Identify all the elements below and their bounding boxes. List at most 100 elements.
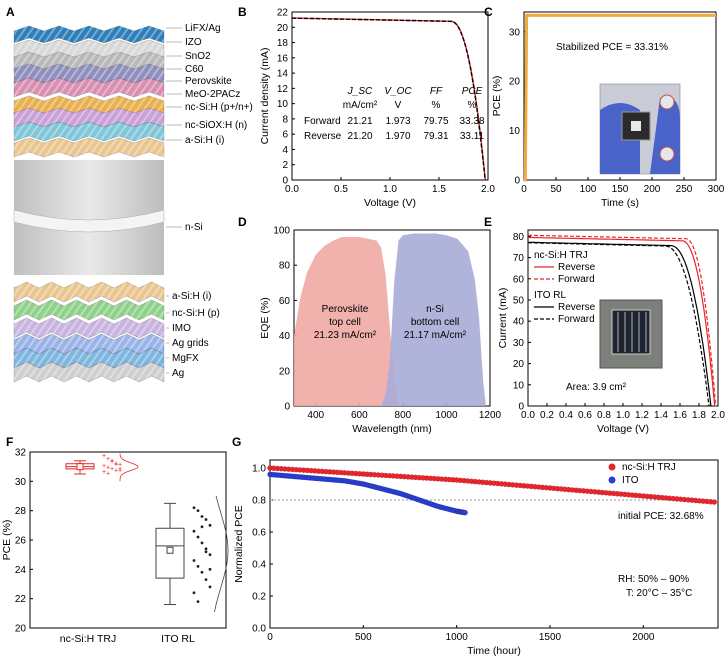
x-tick-label: 50 [550,184,562,195]
x-tick-label: 100 [580,184,597,195]
panel-b-jv-curve: B 0.0 0.5 1.0 1.5 2.0 0 2 4 6 8 10 12 14 16 18 20 22 Volt… [238,5,495,209]
layer-label: nc-SiOX:H (n) [185,120,247,131]
panel-c-label: C [484,5,493,19]
data-marker [711,499,718,505]
x-tick-label: 0.5 [334,184,348,195]
y-tick-label: 22 [277,8,289,19]
layer-label: nc-Si:H (p) [172,308,220,319]
device-layer-texture [14,282,164,302]
y-tick-label: 20 [15,624,27,635]
x-tick-label: 0 [521,184,527,195]
series-nc-si [267,465,718,505]
data-point [200,515,204,518]
logo-stamp [659,146,675,162]
x-tick-label: 1.6 [673,410,687,421]
n-si-wafer-highlight [13,209,165,233]
y-tick-label: 0.8 [252,496,266,507]
y-tick-label: 10 [509,126,521,137]
table-header: PCE [462,86,483,97]
x-tick-label: 1.2 [635,410,649,421]
layer-label: C60 [185,64,204,75]
x-tick-label: 1.8 [692,410,706,421]
data-point [204,547,208,551]
stabilized-pce-text: Stabilized PCE = 33.31% [556,42,668,53]
table-value: 79.31 [423,131,448,142]
y-tick-label: 50 [513,295,525,306]
table-value: 1.970 [385,131,410,142]
data-point: + [118,468,122,475]
layer-label: Ag [172,368,184,379]
data-point [200,570,204,574]
device-layer-texture [14,52,164,71]
area-text: Area: 3.9 cm² [566,382,627,393]
y-tick-label: 0.4 [252,560,266,571]
x-category-label: ITO RL [161,633,195,645]
data-point [204,518,208,521]
table-unit: mA/cm² [343,100,378,111]
y-tick-label: 20 [279,366,291,377]
y-tick-label: 40 [513,317,525,328]
y-tick-label: 16 [277,53,289,64]
large-cell-photo-inset [599,299,663,369]
layer-label: SnO2 [185,51,211,62]
panel-e-large-area-jv: E Area: 3.9 cm² 0.0 0.2 0.4 0.6 0.8 1.0 1.2 1.4… [484,215,725,435]
device-layer-texture [14,78,164,97]
x-axis-label: Wavelength (nm) [352,423,432,435]
x-tick-label: 1.0 [383,184,397,195]
rh-text: RH: 50% – 90% [618,574,689,585]
legend-label: Forward [558,274,595,285]
device-layer-texture [14,26,164,43]
x-tick-label: 200 [644,184,661,195]
y-tick-label: 8 [282,114,288,125]
x-tick-label: 300 [708,184,725,195]
y-tick-label: 0.2 [252,592,266,603]
y-axis-label: Normalized PCE [233,505,245,583]
table-unit: % [432,100,441,111]
y-tick-label: 0.0 [252,624,266,635]
data-point: + [102,453,106,460]
x-tick-label: 0.4 [559,410,573,421]
eqe-area-perovskite [294,237,399,406]
box-mean [76,463,84,471]
initial-pce-text: initial PCE: 32.68% [618,511,704,522]
data-point: + [118,462,122,469]
y-tick-label: 2 [282,160,288,171]
data-point [204,550,208,554]
pce-trace [523,13,716,182]
x-tick-label: 0 [267,632,273,643]
panel-f-pce-statistics: F 20 22 24 26 28 30 32 PCE (%) nc-Si:H TRJ ITO RL… [1,435,229,645]
table-value: 79.75 [423,116,448,127]
panel-b-label: B [238,5,247,19]
legend-label: Reverse [558,302,596,313]
data-point [192,529,196,533]
panel-a-label: A [6,5,15,19]
y-tick-label: 24 [15,565,27,576]
panel-g-label: G [232,435,241,449]
device-layer-texture [14,108,164,127]
x-tick-label: 250 [676,184,693,195]
iv-line [528,234,717,407]
x-tick-label: 400 [307,410,324,421]
table-unit: V [395,100,402,111]
data-point [192,506,196,510]
layer-label: nc-Si:H (p+/n+) [185,102,253,113]
data-point: + [114,460,118,467]
x-axis-label: Time (s) [601,197,639,209]
device-layer-texture [14,362,164,382]
eqe-region-label-n-si: n-Si [426,304,444,315]
panel-c-stabilized-pce: C Stabilized PCE = 33.31% 0 50 100 150 200 25… [484,5,725,209]
y-tick-label: 0 [282,176,288,187]
x-tick-label: 500 [355,632,372,643]
legend-label: Reverse [558,262,596,273]
y-tick-label: 60 [279,296,291,307]
box-mean [166,546,174,554]
data-point: + [110,459,114,466]
x-tick-label: 0.6 [578,410,592,421]
device-layer-texture [14,122,164,141]
distribution-curve [214,495,229,612]
layer-label: IMO [172,323,191,334]
legend-label: ITO [622,475,639,486]
data-point: + [114,462,118,469]
legend-group-title: ITO RL [534,290,566,301]
